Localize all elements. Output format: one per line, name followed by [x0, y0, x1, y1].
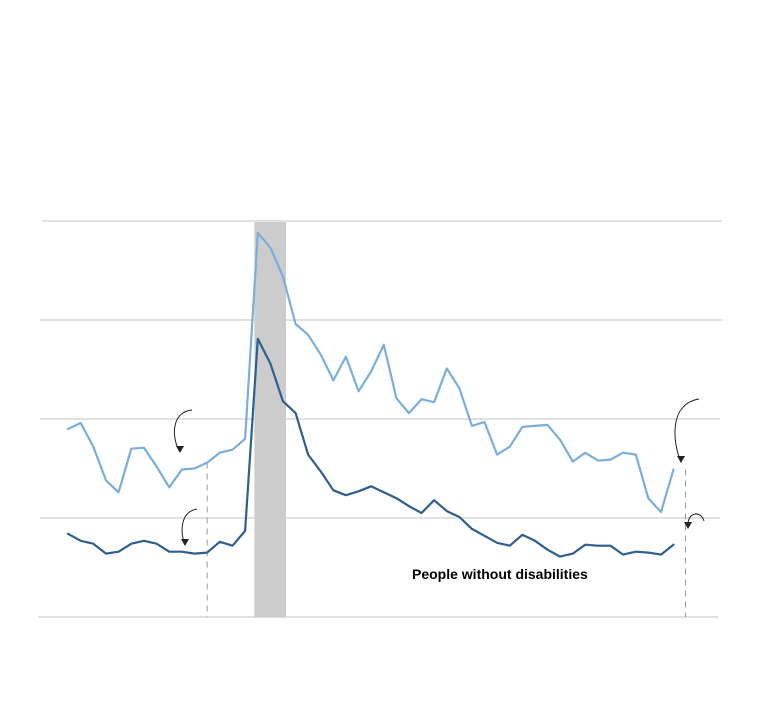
arrow-light-early-head: [176, 446, 184, 453]
arrow-dark-early-head: [181, 539, 189, 546]
arrow-dark-late: [687, 513, 705, 529]
series-line-2: [66, 337, 675, 558]
reference-lines: [206, 462, 686, 617]
annotation-arrows: [173, 398, 705, 546]
arrow-light-late-head: [677, 456, 685, 463]
arrow-light-late: [674, 398, 700, 463]
series-line-1: [66, 231, 675, 514]
arrow-dark-late-head: [684, 522, 692, 529]
series-label-without-disabilities: People without disabilities: [412, 566, 588, 582]
gridlines: [38, 220, 722, 618]
series-lines: [66, 231, 675, 558]
arrow-light-early: [173, 409, 193, 453]
recession-shade: [254, 222, 287, 617]
